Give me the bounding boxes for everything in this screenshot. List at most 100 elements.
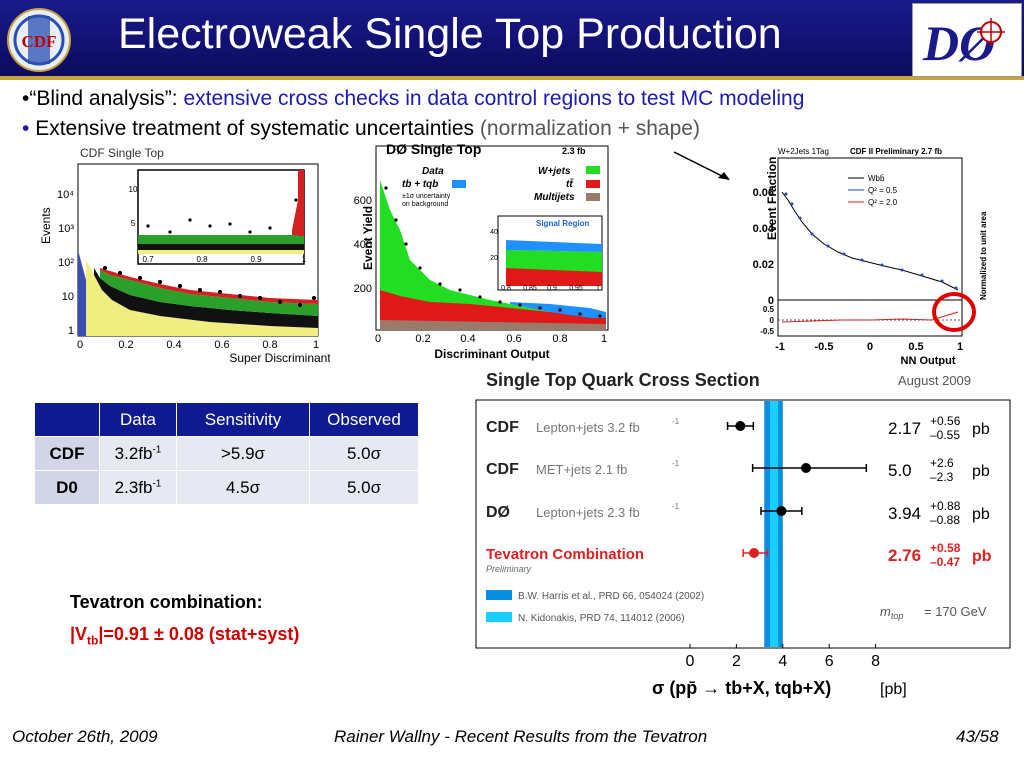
x-tick: 0.2: [415, 333, 430, 345]
x-tick-label: 2: [732, 653, 741, 670]
ratio-tick: -0.5: [760, 327, 774, 336]
y-axis-label: Event Yield: [361, 206, 375, 270]
table-cell: 5.0σ: [309, 436, 419, 471]
plot-caption: CDF Single Top: [80, 146, 164, 160]
results-table: Data Sensitivity Observed CDF 3.2fb-1 >5…: [34, 402, 419, 505]
inset-fill: [138, 250, 304, 254]
x-tick: 1: [313, 339, 319, 351]
bullet-mark: •: [22, 87, 30, 110]
inset-label: Signal Region: [536, 219, 589, 228]
experiment-label: Tevatron Combination: [486, 546, 644, 563]
x-tick-label: 8: [871, 653, 880, 670]
ratio-tick: 0.5: [763, 305, 775, 314]
xsec-err-down: –2.3: [930, 470, 954, 484]
legend-multijets: Multijets: [534, 192, 575, 203]
table-cell: CDF: [34, 436, 100, 471]
xsec-unit: pb: [972, 421, 990, 438]
page-title: Electroweak Single Top Production: [118, 10, 782, 58]
inset-y-tick: 5: [131, 219, 136, 228]
xsec-value: 5.0: [888, 461, 912, 480]
bullet-detail: (normalization + shape): [479, 117, 700, 140]
inset-y-tick: 20: [490, 255, 498, 262]
theory-ref: N. Kidonakis, PRD 74, 114012 (2006): [518, 613, 685, 624]
x-tick: 0.8: [262, 339, 277, 351]
theory-ref: B.W. Harris et al., PRD 66, 054024 (2002…: [518, 591, 704, 602]
xsec-err-up: +0.58: [930, 541, 961, 555]
y-tick: 10³: [58, 223, 74, 235]
y-tick: 400: [354, 239, 372, 251]
y-tick: 0.06: [753, 187, 774, 199]
channel-lumi-exp: -1: [672, 459, 680, 468]
data-points: [384, 186, 602, 318]
cdf-logo-text: CDF: [22, 32, 57, 51]
channel-label: Lepton+jets 3.2 fb: [536, 420, 640, 435]
x-tick: -1: [775, 341, 785, 353]
bullet-systematics: • Extensive treatment of systematic unce…: [22, 117, 700, 141]
y-axis-label: Event Fraction: [765, 157, 779, 240]
table-cell: D0: [34, 470, 100, 505]
footer-talk-title: Rainer Wallny - Recent Results from the …: [334, 727, 708, 746]
title-underline: [0, 76, 1024, 80]
x-tick-label: 6: [825, 653, 834, 670]
x-tick-label: 0: [686, 653, 695, 670]
x-axis-label: σ (pp̄ → tb+X, tqb+X): [652, 678, 831, 698]
side-label: Normalized to unit area: [979, 211, 988, 300]
inset-x-tick: 0.9: [250, 255, 262, 264]
x-tick: 0.6: [214, 339, 229, 351]
d0-logo: DØ: [912, 3, 1022, 77]
y-tick: 10²: [58, 257, 74, 269]
xsec-value: 2.76: [888, 546, 921, 565]
inset-x-tick: 0.8: [196, 255, 208, 264]
legend-q2-high: Q² = 2.0: [868, 198, 898, 207]
inset-signal: [298, 170, 304, 236]
inset-x-tick: 0.7: [142, 255, 154, 264]
table-row: D0 2.3fb-1 4.5σ 5.0σ: [34, 470, 419, 505]
theory-swatch: [486, 590, 512, 600]
xsec-err-down: –0.47: [930, 555, 960, 569]
multijet-fill: [380, 320, 606, 330]
xsec-frame: [475, 399, 1011, 649]
x-tick: 0.4: [166, 339, 181, 351]
ratio-tick: 0: [770, 316, 775, 325]
data-points: [102, 265, 317, 308]
footer-date: October 26th, 2009: [12, 727, 158, 746]
xsec-point: [776, 506, 787, 516]
signal-fill: [510, 302, 606, 318]
inset-x-tick: 1: [596, 285, 600, 292]
inset-points: [146, 198, 298, 234]
xsec-date: August 2009: [898, 373, 971, 388]
highlight-circle: [932, 292, 976, 332]
y-tick: 10: [62, 291, 74, 303]
x-tick: 1: [601, 333, 607, 345]
experiment-label: CDF: [486, 461, 519, 478]
table-cell: >5.9σ: [176, 436, 310, 471]
vtb-result: |Vtb|=0.91 ± 0.08 (stat+syst): [70, 624, 300, 648]
x-tick: 0: [77, 339, 83, 351]
x-tick: 0.8: [552, 333, 567, 345]
xsec-unit: pb: [972, 506, 990, 523]
xsec-value: 3.94: [888, 504, 921, 523]
xsec-err-up: +0.88: [930, 499, 961, 513]
background-fill: [100, 270, 318, 316]
table-cell: 3.2fb-1: [99, 436, 177, 471]
nn-legend: Wbb̄ Q² = 0.5 Q² = 2.0: [848, 174, 898, 207]
xsec-err-up: +2.6: [930, 456, 954, 470]
inset-fill: [138, 244, 304, 250]
xsec-unit: pb: [972, 463, 990, 480]
channel-lumi-exp: -1: [672, 502, 680, 511]
x-tick: 0.5: [908, 341, 923, 353]
d0-plot-lumi: 2.3 fb: [562, 146, 586, 156]
mtop-value: = 170 GeV: [924, 604, 987, 619]
xsec-point: [801, 463, 811, 473]
inset-fill: [138, 235, 304, 244]
cdf-logo: CDF: [7, 8, 71, 72]
x-tick: 0: [867, 341, 873, 353]
xsec-err-down: –0.55: [930, 428, 960, 442]
xsec-point: [749, 548, 760, 558]
bullet-blind-analysis: •“Blind analysis”: extensive cross check…: [22, 87, 804, 111]
xsec-unit: pb: [972, 548, 992, 565]
nn-tag: W+2Jets 1Tag: [778, 147, 829, 156]
y-tick: 10⁴: [57, 189, 74, 201]
bullet-lead: Extensive treatment of systematic uncert…: [35, 117, 475, 140]
table-row: CDF 3.2fb-1 >5.9σ 5.0σ: [34, 436, 419, 471]
